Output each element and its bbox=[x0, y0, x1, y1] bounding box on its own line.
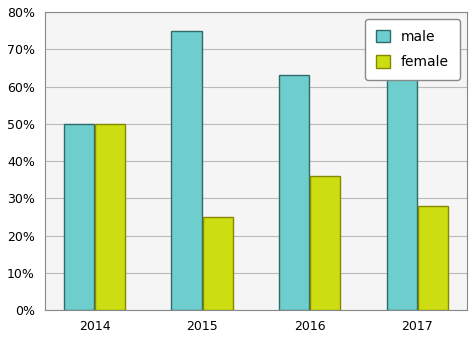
Bar bbox=[95, 124, 125, 310]
Bar bbox=[202, 217, 233, 310]
Bar bbox=[418, 206, 448, 310]
Legend: male, female: male, female bbox=[365, 19, 460, 80]
Bar bbox=[310, 176, 340, 310]
Bar bbox=[386, 46, 417, 310]
Bar bbox=[279, 75, 309, 310]
Bar bbox=[172, 31, 201, 310]
Bar bbox=[64, 124, 94, 310]
